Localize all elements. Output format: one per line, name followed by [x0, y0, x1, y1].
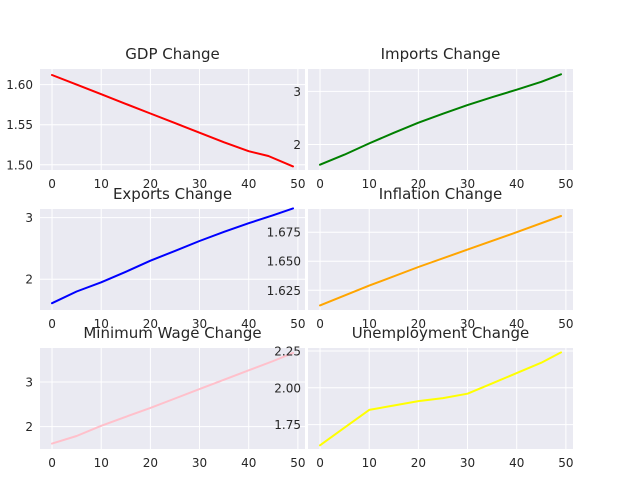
- x-tick-label: 50: [558, 177, 573, 191]
- plot-area: [40, 209, 305, 310]
- x-tick-label: 10: [362, 177, 377, 191]
- subplot-1: 0 10 20 30 40 50 1.50 1.55 1.60 GDP Change: [6, 45, 305, 191]
- x-tick-label: 0: [48, 317, 56, 331]
- x-tick-label: 30: [192, 177, 207, 191]
- x-tick-label: 50: [290, 317, 305, 331]
- y-tick-label: 3: [25, 211, 33, 225]
- x-tick-label: 20: [411, 177, 426, 191]
- y-tick-label: 2: [25, 273, 33, 287]
- x-tick-label: 50: [558, 456, 573, 470]
- data-line: [319, 215, 562, 307]
- subplot-2: 0 10 20 30 40 50 2 3 Imports Change: [293, 45, 573, 191]
- x-tick-label: 20: [411, 456, 426, 470]
- x-tick-label: 40: [241, 317, 256, 331]
- x-tick-label: 50: [558, 317, 573, 331]
- data-line: [51, 351, 294, 445]
- chart-title: Minimum Wage Change: [83, 324, 261, 342]
- x-tick-label: 40: [241, 456, 256, 470]
- chart-title: Imports Change: [381, 45, 501, 63]
- y-tick-label: 3: [293, 85, 301, 99]
- chart-title: GDP Change: [125, 45, 219, 63]
- y-tick-label: 1.75: [274, 418, 301, 432]
- x-tick-label: 30: [460, 177, 475, 191]
- chart-title: Unemployment Change: [352, 324, 530, 342]
- y-tick-label: 2.25: [274, 344, 301, 358]
- chart-title: Exports Change: [113, 185, 232, 203]
- y-tick-label: 1.625: [267, 284, 301, 298]
- subplot-3: 0 10 20 30 40 50 2 3 Exports Change: [25, 185, 305, 331]
- chart-title: Inflation Change: [379, 185, 503, 203]
- subplot-4: 0 10 20 30 40 50 1.625 1.650 1.675 Inflation Chan…: [267, 185, 574, 331]
- data-line: [51, 207, 294, 305]
- y-tick-label: 1.675: [267, 226, 301, 240]
- x-tick-label: 0: [316, 317, 324, 331]
- y-tick-label: 2: [293, 138, 301, 152]
- x-tick-label: 20: [143, 177, 158, 191]
- y-tick-label: 2: [25, 420, 33, 434]
- x-tick-label: 0: [316, 177, 324, 191]
- x-tick-label: 40: [509, 177, 524, 191]
- y-tick-label: 3: [25, 375, 33, 389]
- subplot-5: 0 10 20 30 40 50 2 3 Minimum Wage Change: [25, 324, 305, 470]
- x-tick-label: 20: [411, 317, 426, 331]
- y-tick-label: 1.650: [267, 255, 301, 269]
- data-line: [319, 73, 562, 166]
- subplot-6: 0 10 20 30 40 50 1.75 2.00 2.25 Unemployment Chan…: [274, 324, 573, 470]
- x-tick-label: 0: [48, 456, 56, 470]
- y-tick-label: 1.50: [6, 158, 33, 172]
- x-tick-label: 20: [143, 456, 158, 470]
- data-line: [319, 351, 562, 447]
- x-tick-label: 40: [241, 177, 256, 191]
- x-tick-label: 30: [192, 456, 207, 470]
- x-tick-label: 40: [509, 317, 524, 331]
- x-tick-label: 50: [290, 177, 305, 191]
- x-tick-label: 10: [94, 177, 109, 191]
- x-tick-label: 10: [94, 317, 109, 331]
- y-tick-label: 1.60: [6, 78, 33, 92]
- x-tick-label: 30: [460, 456, 475, 470]
- x-tick-label: 30: [460, 317, 475, 331]
- x-tick-label: 0: [316, 456, 324, 470]
- x-tick-label: 30: [192, 317, 207, 331]
- x-tick-label: 0: [48, 177, 56, 191]
- x-tick-label: 10: [362, 456, 377, 470]
- y-tick-label: 1.55: [6, 118, 33, 132]
- x-tick-label: 40: [509, 456, 524, 470]
- x-tick-label: 10: [94, 456, 109, 470]
- x-tick-label: 10: [362, 317, 377, 331]
- data-line: [51, 74, 294, 168]
- x-tick-label: 50: [290, 456, 305, 470]
- x-tick-label: 20: [143, 317, 158, 331]
- y-tick-label: 2.00: [274, 381, 301, 395]
